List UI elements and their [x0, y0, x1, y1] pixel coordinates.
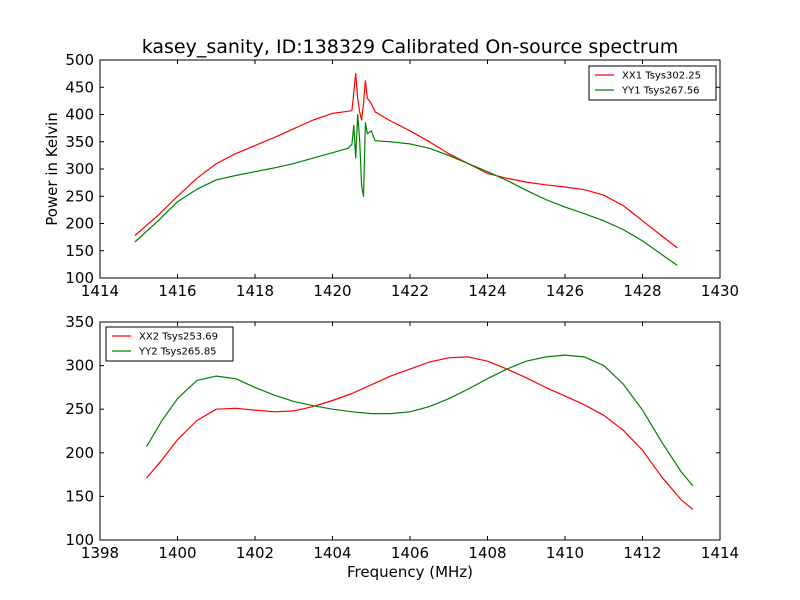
top-legend-label-2: YY1 Tsys267.56: [621, 86, 700, 97]
top-x-tick-label: 1426: [546, 282, 584, 300]
bottom-x-tick-label: 1402: [236, 544, 274, 562]
top-x-tick-label: 1418: [236, 282, 274, 300]
bottom-y-tick-label: 250: [65, 400, 94, 418]
top-y-axis-label: Power in Kelvin: [43, 112, 61, 226]
bottom-legend: XX2 Tsys253.69 YY2 Tsys265.85: [105, 326, 234, 362]
top-y-tick-label: 500: [65, 51, 94, 69]
top-x-tick-label: 1430: [701, 282, 739, 300]
top-x-tick-label: 1422: [391, 282, 429, 300]
bottom-x-tick-label: 1412: [623, 544, 661, 562]
bottom-y-tick-label: 150: [65, 487, 94, 505]
top-x-tick-label: 1420: [313, 282, 351, 300]
top-y-tick-label: 400: [65, 106, 94, 124]
top-x-tick-label: 1414: [81, 282, 119, 300]
top-y-tick-label: 100: [65, 269, 94, 287]
top-y-tick-label: 250: [65, 187, 94, 205]
bottom-legend-box: [105, 326, 234, 362]
bottom-x-tick-label: 1398: [81, 544, 119, 562]
top-panel: Power in Kelvin 1414 1416 1418 1420 1422 1424…: [43, 51, 739, 300]
bottom-panel: Frequency (MHz) 1398 1400 1402 1404 1406 1408…: [65, 313, 739, 581]
bottom-x-tick-label: 1406: [391, 544, 429, 562]
bottom-x-axis-label: Frequency (MHz): [347, 563, 473, 581]
top-x-tick-label: 1416: [158, 282, 196, 300]
top-series-line-1: [134, 73, 678, 249]
bottom-x-tick-label: 1400: [158, 544, 196, 562]
bottom-x-tick-label: 1404: [313, 544, 351, 562]
top-y-tick-label: 200: [65, 215, 94, 233]
chart-title: kasey_sanity, ID:138329 Calibrated On-so…: [142, 36, 679, 58]
bottom-y-tick-label: 100: [65, 531, 94, 549]
bottom-legend-label-1: XX2 Tsys253.69: [139, 332, 218, 343]
top-y-tick-label: 300: [65, 160, 94, 178]
bottom-y-tick-label: 200: [65, 444, 94, 462]
top-x-tick-label: 1424: [468, 282, 506, 300]
bottom-series-line-1: [146, 356, 694, 510]
bottom-x-tick-label: 1414: [701, 544, 739, 562]
top-legend-label-1: XX1 Tsys302.25: [622, 71, 701, 82]
bottom-x-tick-label: 1410: [546, 544, 584, 562]
bottom-x-tick-label: 1408: [468, 544, 506, 562]
top-legend: XX1 Tsys302.25 YY1 Tsys267.56: [588, 65, 717, 101]
top-y-tick-label: 450: [65, 78, 94, 96]
bottom-legend-label-2: YY2 Tsys265.85: [138, 347, 217, 358]
top-legend-box: [588, 65, 717, 101]
top-y-tick-label: 150: [65, 242, 94, 260]
bottom-y-tick-label: 350: [65, 313, 94, 331]
bottom-y-tick-label: 300: [65, 357, 94, 375]
top-series-line-2: [134, 113, 678, 266]
top-y-tick-label: 350: [65, 133, 94, 151]
top-x-tick-label: 1428: [623, 282, 661, 300]
bottom-series-line-2: [145, 354, 694, 487]
